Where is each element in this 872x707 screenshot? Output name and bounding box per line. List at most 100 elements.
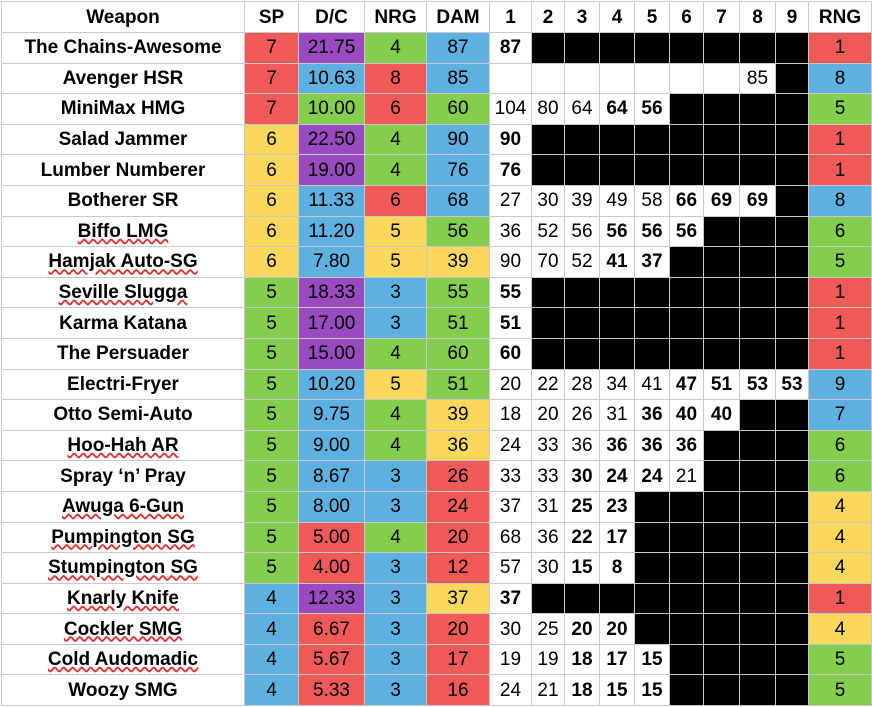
- shot-cell-blocked: [775, 215, 809, 248]
- dam-cell: 17: [426, 643, 490, 676]
- shot-4-cell: 17: [599, 643, 635, 676]
- nrg-cell: 5: [364, 215, 427, 248]
- dc-cell: 18.33: [298, 276, 365, 309]
- sp-cell: 4: [244, 674, 299, 707]
- dam-cell: 36: [426, 429, 490, 462]
- shot-1-cell: 30: [489, 613, 532, 645]
- shot-cell-blocked: [739, 215, 776, 248]
- shot-cell-blocked: [739, 613, 776, 645]
- shot-cell-blocked: [775, 307, 809, 339]
- sp-cell: 7: [244, 93, 299, 125]
- dc-cell: 4.00: [298, 552, 365, 584]
- shot-cell-blocked: [564, 32, 600, 64]
- weapon-name-cell: Salad Jammer: [1, 123, 245, 156]
- sp-cell: 6: [244, 246, 299, 278]
- shot-4-cell: 34: [599, 368, 635, 401]
- weapon-name-cell: MiniMax HMG: [1, 93, 245, 125]
- weapon-name-cell: Spray ‘n’ Pray: [1, 460, 245, 492]
- shot-cell-blocked: [775, 490, 809, 523]
- dam-cell: 12: [426, 552, 490, 584]
- sp-cell: 5: [244, 399, 299, 431]
- weapon-name-cell: The Chains-Awesome: [1, 32, 245, 64]
- table-row: Salad Jammer 6 22.50 4 90 90 1: [1, 123, 872, 156]
- nrg-cell: 3: [364, 643, 427, 676]
- shot-3-cell: 25: [564, 490, 600, 523]
- sp-cell: 6: [244, 154, 299, 186]
- shot-cell-blocked: [531, 307, 565, 339]
- dc-cell: 15.00: [298, 337, 365, 370]
- shot-cell-blocked: [703, 276, 740, 309]
- nrg-cell: 4: [364, 32, 427, 64]
- table-row: Cockler SMG 4 6.67 3 20 30 25 20 20 4: [1, 613, 872, 645]
- sp-cell: 5: [244, 521, 299, 554]
- weapon-name: Cold Audomadic: [47, 649, 199, 671]
- table-row: Karma Katana 5 17.00 3 51 51 1: [1, 307, 872, 339]
- weapon-name: Karma Katana: [59, 312, 187, 334]
- shot-cell-blocked: [564, 307, 600, 339]
- weapon-name-cell: Pumpington SG: [1, 521, 245, 554]
- header-shot-3: 3: [564, 1, 600, 33]
- shot-5-cell: [634, 62, 670, 95]
- rng-cell: 8: [808, 62, 872, 95]
- shot-4-cell: 23: [599, 490, 635, 523]
- weapon-name: Woozy SMG: [68, 679, 178, 701]
- shot-cell-blocked: [739, 521, 776, 554]
- shot-5-cell: 58: [634, 184, 670, 217]
- rng-cell: 1: [808, 276, 872, 309]
- weapon-name-cell: Cold Audomadic: [1, 643, 245, 676]
- weapon-name: Hoo-Hah AR: [67, 435, 179, 457]
- shot-3-cell: 20: [564, 613, 600, 645]
- sp-cell: 5: [244, 460, 299, 492]
- shot-5-cell: 36: [634, 429, 670, 462]
- shot-cell-blocked: [775, 32, 809, 64]
- rng-cell: 4: [808, 490, 872, 523]
- shot-cell-blocked: [531, 154, 565, 186]
- dc-cell: 21.75: [298, 32, 365, 64]
- table-row: Cold Audomadic 4 5.67 3 17 19 19 18 17 15 5: [1, 643, 872, 676]
- dc-cell: 6.67: [298, 613, 365, 645]
- shot-2-cell: [531, 62, 565, 95]
- header-rng: RNG: [808, 1, 872, 33]
- shot-1-cell: 33: [489, 460, 532, 492]
- rng-cell: 1: [808, 32, 872, 64]
- shot-2-cell: 33: [531, 460, 565, 492]
- shot-2-cell: 25: [531, 613, 565, 645]
- nrg-cell: 8: [364, 62, 427, 95]
- shot-1-cell: 19: [489, 643, 532, 676]
- shot-6-cell: 47: [669, 368, 704, 401]
- shot-1-cell: 27: [489, 184, 532, 217]
- rng-cell: 1: [808, 123, 872, 156]
- dam-cell: 60: [426, 93, 490, 125]
- shot-cell-blocked: [703, 521, 740, 554]
- header-sp: SP: [244, 1, 299, 33]
- shot-3-cell: 18: [564, 674, 600, 707]
- shot-cell-blocked: [703, 215, 740, 248]
- shot-cell-blocked: [739, 154, 776, 186]
- nrg-cell: 3: [364, 307, 427, 339]
- shot-cell-blocked: [669, 521, 704, 554]
- sp-cell: 5: [244, 307, 299, 339]
- shot-4-cell: 8: [599, 552, 635, 584]
- shot-6-cell: 66: [669, 184, 704, 217]
- shot-5-cell: 41: [634, 368, 670, 401]
- table-body: The Chains-Awesome 7 21.75 4 87 87 1 Avenger HS…: [1, 32, 872, 707]
- header-nrg: NRG: [364, 1, 427, 33]
- nrg-cell: 3: [364, 490, 427, 523]
- shot-cell-blocked: [775, 399, 809, 431]
- shot-cell-blocked: [634, 32, 670, 64]
- shot-cell-blocked: [739, 552, 776, 584]
- shot-cell-blocked: [703, 307, 740, 339]
- sp-cell: 6: [244, 123, 299, 156]
- shot-cell-blocked: [564, 154, 600, 186]
- shot-cell-blocked: [739, 399, 776, 431]
- dc-cell: 9.75: [298, 399, 365, 431]
- dc-cell: 10.63: [298, 62, 365, 95]
- shot-cell-blocked: [739, 429, 776, 462]
- shot-cell-blocked: [531, 123, 565, 156]
- weapon-name: Biffo LMG: [77, 220, 169, 242]
- shot-cell-blocked: [634, 337, 670, 370]
- dam-cell: 24: [426, 490, 490, 523]
- nrg-cell: 3: [364, 276, 427, 309]
- shot-4-cell: 36: [599, 429, 635, 462]
- header-weapon: Weapon: [1, 1, 245, 33]
